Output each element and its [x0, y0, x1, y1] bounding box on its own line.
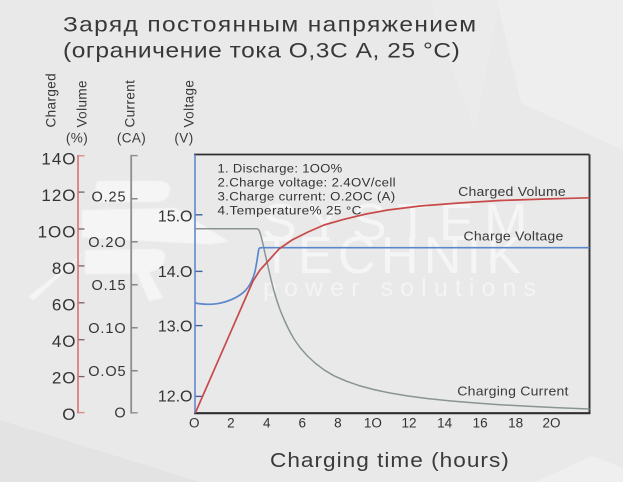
svg-text:Заряд постоянным напряжением: Заряд постоянным напряжением [63, 12, 478, 36]
svg-text:4.Temperature% 25 °C: 4.Temperature% 25 °C [218, 204, 362, 217]
svg-text:O.1O: O.1O [88, 321, 126, 337]
svg-text:6: 6 [299, 416, 307, 431]
svg-text:Charged: Charged [44, 73, 59, 128]
svg-text:(%): (%) [66, 130, 88, 145]
svg-text:8: 8 [334, 416, 342, 431]
svg-text:O.15: O.15 [91, 278, 126, 294]
svg-text:12O: 12O [41, 186, 76, 205]
svg-text:6O: 6O [52, 295, 77, 314]
svg-text:8O: 8O [52, 259, 77, 278]
svg-text:12: 12 [401, 416, 416, 431]
svg-text:14: 14 [437, 416, 453, 431]
svg-text:13.O: 13.O [158, 318, 193, 335]
svg-text:1OO: 1OO [38, 222, 77, 241]
svg-text:12.O: 12.O [158, 389, 193, 406]
svg-text:2O: 2O [542, 416, 560, 431]
svg-text:2.Charge voltage: 2.4OV/cell: 2.Charge voltage: 2.4OV/cell [218, 176, 396, 189]
svg-text:Charging time (hours): Charging time (hours) [270, 449, 510, 471]
svg-text:power solutions: power solutions [263, 274, 536, 302]
svg-text:18: 18 [508, 416, 523, 431]
svg-text:2: 2 [227, 416, 235, 431]
svg-text:14O: 14O [41, 149, 76, 168]
svg-text:TECHNIK: TECHNIK [261, 227, 521, 285]
svg-text:(CA): (CA) [117, 130, 146, 145]
svg-text:O.O5: O.O5 [88, 364, 126, 380]
svg-text:O.2O: O.2O [88, 235, 126, 251]
svg-text:2O: 2O [52, 368, 77, 387]
svg-text:16: 16 [473, 416, 488, 431]
svg-text:(V): (V) [174, 130, 193, 145]
svg-text:Charging Current: Charging Current [457, 384, 568, 398]
svg-text:15.O: 15.O [158, 208, 193, 225]
svg-text:4: 4 [263, 416, 271, 431]
svg-text:O: O [62, 405, 76, 424]
svg-text:1O: 1O [364, 416, 382, 431]
svg-text:Voltage: Voltage [182, 80, 197, 128]
svg-text:Current: Current [123, 80, 138, 128]
svg-text:14.O: 14.O [158, 264, 193, 281]
svg-text:Charged Volume: Charged Volume [458, 185, 566, 199]
svg-text:3.Charge current: O.2OC (A): 3.Charge current: O.2OC (A) [218, 190, 396, 203]
svg-text:(ограничение тока О,3С А, 25 °: (ограничение тока О,3С А, 25 °C) [63, 38, 460, 62]
svg-text:Charge Voltage: Charge Voltage [463, 229, 563, 243]
svg-text:1. Discharge: 1OO%: 1. Discharge: 1OO% [218, 162, 343, 175]
svg-text:Volume: Volume [75, 80, 90, 127]
svg-text:O.25: O.25 [91, 190, 126, 206]
svg-text:O: O [189, 416, 200, 431]
svg-text:4O: 4O [52, 332, 77, 351]
svg-text:O: O [114, 406, 126, 422]
